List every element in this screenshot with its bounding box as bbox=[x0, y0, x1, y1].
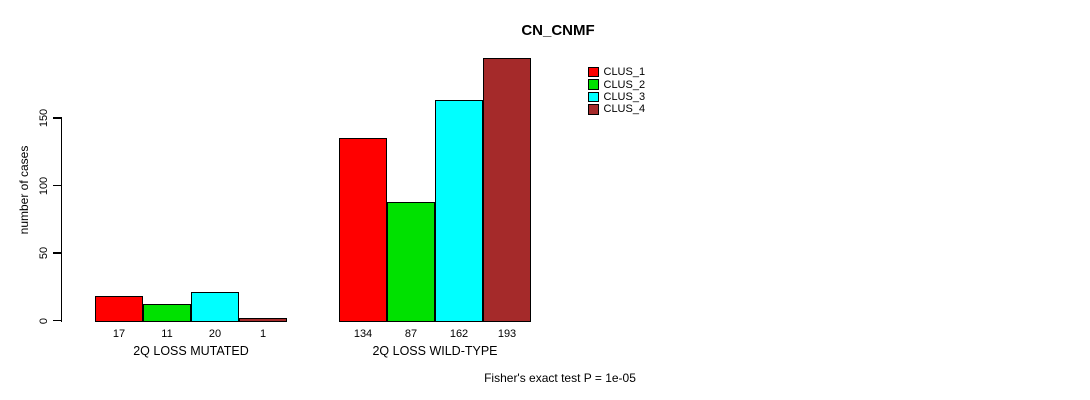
legend-swatch-CLUS_3 bbox=[588, 91, 599, 103]
bar-value-label: 162 bbox=[449, 328, 469, 340]
legend-label-CLUS_3: CLUS_3 bbox=[603, 90, 646, 103]
bar-value-label: 17 bbox=[112, 328, 126, 340]
bar-value-label: 11 bbox=[161, 328, 173, 340]
bar-value-label: 87 bbox=[404, 328, 418, 340]
chart-title: CN_CNMF bbox=[521, 22, 595, 39]
bar-CLUS_4-group1 bbox=[239, 317, 287, 322]
group-label-wildtype: 2Q LOSS WILD-TYPE bbox=[372, 344, 498, 358]
y-tick-label-100: 100 bbox=[38, 176, 50, 195]
legend-row-CLUS_2: CLUS_2 bbox=[588, 78, 646, 91]
legend-row-CLUS_1: CLUS_1 bbox=[588, 66, 645, 78]
legend-label-CLUS_1: CLUS_1 bbox=[603, 66, 646, 79]
legend: CLUS_1 CLUS_2 CLUS_3 CLUS_4 bbox=[588, 66, 645, 116]
legend-label-CLUS_4: CLUS_4 bbox=[603, 103, 646, 116]
bar-CLUS_1-group1 bbox=[95, 296, 143, 322]
y-axis-line bbox=[60, 117, 62, 322]
bar-CLUS_2-group2 bbox=[387, 201, 435, 322]
bar-value-label: 20 bbox=[208, 328, 222, 340]
bar-CLUS_1-group2 bbox=[339, 138, 387, 322]
legend-row-CLUS_4: CLUS_4 bbox=[588, 103, 645, 115]
y-tick-mark-150 bbox=[52, 117, 62, 119]
bar-value-label: 193 bbox=[497, 328, 517, 340]
legend-swatch-CLUS_1 bbox=[588, 66, 599, 78]
legend-label-CLUS_2: CLUS_2 bbox=[603, 78, 646, 91]
legend-swatch-CLUS_2 bbox=[588, 79, 599, 90]
group-label-mutated: 2Q LOSS MUTATED bbox=[133, 344, 249, 358]
bar-value-label: 134 bbox=[353, 328, 373, 340]
bar-value-label: 1 bbox=[259, 328, 267, 340]
bar-CLUS_3-group1 bbox=[191, 292, 239, 322]
legend-row-CLUS_3: CLUS_3 bbox=[588, 91, 645, 103]
y-tick-mark-0 bbox=[52, 319, 62, 322]
bar-CLUS_3-group2 bbox=[435, 100, 483, 322]
y-tick-label-150: 150 bbox=[38, 108, 50, 128]
y-axis-title: number of cases bbox=[17, 145, 31, 235]
y-tick-mark-100 bbox=[52, 184, 62, 187]
bar-CLUS_4-group2 bbox=[483, 58, 531, 322]
bar-CLUS_2-group1 bbox=[143, 304, 191, 322]
y-tick-mark-50 bbox=[52, 252, 62, 254]
y-tick-label-0: 0 bbox=[38, 317, 50, 324]
fisher-test-annotation: Fisher's exact test P = 1e-05 bbox=[484, 371, 636, 385]
legend-swatch-CLUS_4 bbox=[588, 104, 599, 115]
y-tick-label-50: 50 bbox=[38, 246, 50, 260]
